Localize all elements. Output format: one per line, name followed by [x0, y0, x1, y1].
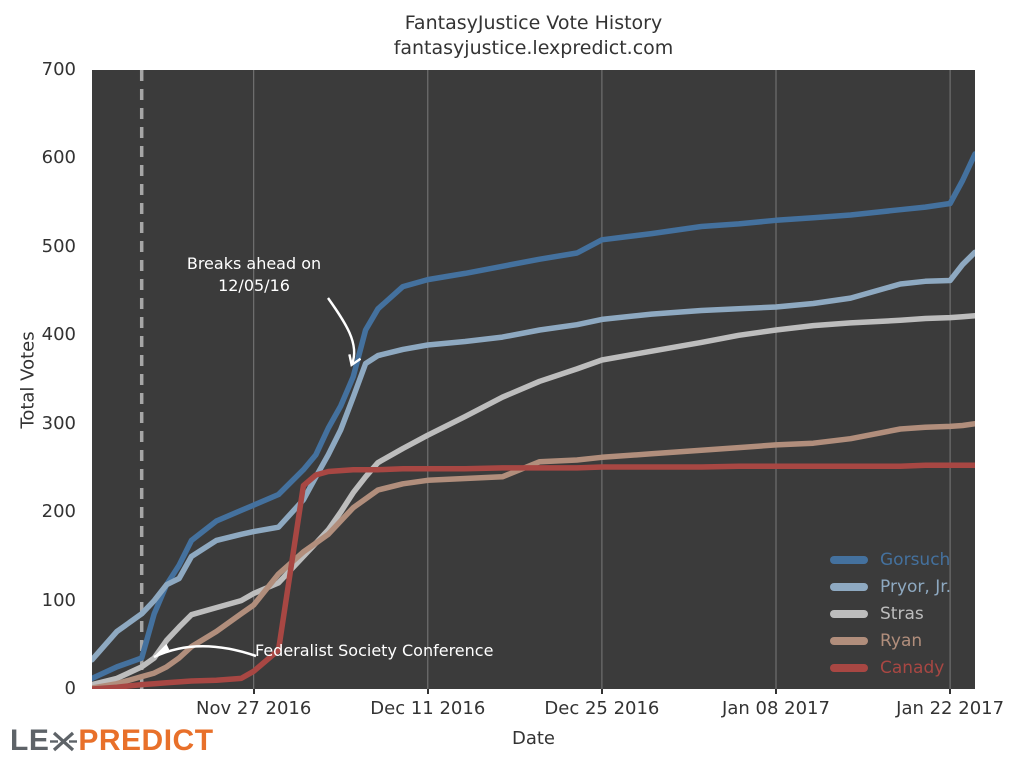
legend-row-ryan: Ryan [830, 627, 951, 654]
y-tick-100: 100 [41, 589, 76, 611]
chart-title-block: FantasyJustice Vote History fantasyjusti… [92, 10, 975, 60]
y-tick-300: 300 [41, 412, 76, 434]
series-lines [92, 151, 975, 689]
y-axis-tick-labels: 0 100 200 300 400 500 600 700 [0, 59, 82, 699]
annotation-arrows [154, 297, 362, 659]
chart-title: FantasyJustice Vote History [404, 12, 663, 34]
legend-swatch-pryor [830, 582, 868, 591]
legend-row-gorsuch: Gorsuch [830, 546, 951, 573]
annotation-federalist: Federalist Society Conference [255, 641, 494, 660]
legend-row-pryor: Pryor, Jr. [830, 573, 951, 600]
annotation-breaks-line2: 12/05/16 [218, 276, 290, 295]
logo-x-icon [50, 731, 78, 751]
y-tick-400: 400 [41, 324, 76, 346]
legend-swatch-gorsuch [830, 555, 868, 564]
plot-area: Breaks ahead on 12/05/16 Federalist Soci… [92, 70, 975, 689]
y-tick-700: 700 [41, 59, 76, 80]
x-tick-jan22: Jan 22 2017 [896, 698, 1005, 719]
y-tick-200: 200 [41, 501, 76, 523]
x-tick-nov27: Nov 27 2016 [196, 698, 312, 719]
legend-row-stras: Stras [830, 600, 951, 627]
legend-label-ryan: Ryan [880, 630, 923, 651]
tick-mark [949, 689, 952, 694]
legend-swatch-ryan [830, 636, 868, 645]
legend: Gorsuch Pryor, Jr. Stras Ryan Canady [830, 546, 951, 681]
legend-swatch-canady [830, 663, 868, 672]
x-axis-tick-labels: Nov 27 2016 Dec 11 2016 Dec 25 2016 Jan … [92, 698, 1004, 720]
annotation-breaks-ahead: Breaks ahead on 12/05/16 [148, 253, 360, 297]
x-axis-tick-marks [92, 689, 975, 695]
breaks-ahead-arrow [327, 297, 362, 367]
chart-subtitle: fantasyjustice.lexpredict.com [393, 37, 674, 59]
tick-mark [252, 689, 255, 694]
plot-canvas [92, 70, 975, 689]
federalist-arrow [154, 646, 257, 659]
legend-label-canady: Canady [880, 657, 945, 678]
x-tick-dec11: Dec 11 2016 [370, 698, 486, 719]
tick-mark [426, 689, 429, 694]
logo-text-predict: PREDICT [78, 724, 214, 757]
legend-label-gorsuch: Gorsuch [880, 549, 951, 570]
legend-label-pryor: Pryor, Jr. [880, 576, 952, 597]
legend-swatch-stras [830, 609, 868, 618]
x-tick-jan08: Jan 08 2017 [722, 698, 830, 719]
annotation-breaks-line1: Breaks ahead on [186, 254, 322, 273]
x-axis-title: Date [511, 728, 556, 749]
x-tick-dec25: Dec 25 2016 [544, 698, 660, 719]
tick-mark [600, 689, 603, 694]
y-tick-600: 600 [41, 147, 76, 169]
legend-row-canady: Canady [830, 654, 951, 681]
tick-mark [775, 689, 777, 694]
vertical-gridlines [253, 70, 951, 689]
legend-label-stras: Stras [880, 603, 924, 624]
logo-text-le: LE [10, 724, 50, 757]
y-tick-0: 0 [64, 678, 76, 699]
y-tick-500: 500 [41, 235, 76, 257]
lexpredict-logo: LE PREDICT [10, 724, 214, 758]
